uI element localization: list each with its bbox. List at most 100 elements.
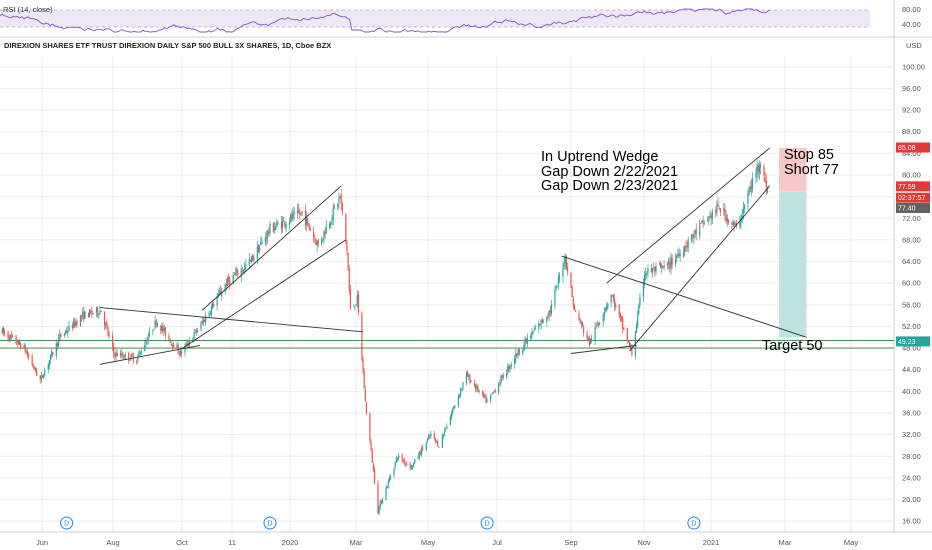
candle-body xyxy=(309,228,311,232)
candle-body xyxy=(324,232,326,235)
candle-body xyxy=(18,340,21,345)
candle-body xyxy=(638,305,640,315)
candle-body xyxy=(749,186,751,192)
candle-body xyxy=(557,277,559,285)
candle-body xyxy=(203,319,206,322)
candle-body xyxy=(185,343,187,345)
y-tick-label: 88.00 xyxy=(902,127,921,136)
candle-body xyxy=(201,322,203,323)
candle-body xyxy=(595,325,597,327)
candle-body xyxy=(364,389,366,402)
candle-body xyxy=(570,273,572,288)
price-tag-label: 85.08 xyxy=(898,145,916,152)
x-tick-label: Nov xyxy=(637,538,651,547)
candle-body xyxy=(269,223,271,233)
candle-body xyxy=(476,385,478,389)
candle-body xyxy=(684,246,686,253)
candle-body xyxy=(468,375,470,378)
candle-body xyxy=(292,213,294,219)
candle-body xyxy=(33,366,36,368)
candle-body xyxy=(759,164,762,168)
candle-body xyxy=(379,501,381,507)
candle-body xyxy=(653,267,655,269)
annotations: In Uptrend Wedge Gap Down 2/22/2021 Gap … xyxy=(541,147,839,354)
candle-body xyxy=(298,209,300,213)
candle-body xyxy=(607,303,609,308)
candle-body xyxy=(147,337,149,341)
trendline xyxy=(561,255,807,338)
price-tag-label: 77.40 xyxy=(898,205,916,212)
candle-body xyxy=(526,338,528,344)
candle-body xyxy=(98,314,100,316)
candle-body xyxy=(663,265,665,268)
candle-body xyxy=(645,273,647,276)
candle-body xyxy=(299,213,301,215)
candle-body xyxy=(97,307,99,315)
candle-body xyxy=(178,353,180,355)
x-tick-label: May xyxy=(421,538,435,547)
dividend-marker[interactable] xyxy=(263,516,277,530)
candle-body xyxy=(558,275,561,279)
rsi-tick-40: 40.00 xyxy=(902,20,921,29)
candle-body xyxy=(691,233,693,240)
candle-body xyxy=(562,268,564,277)
candle-body xyxy=(251,256,253,263)
candle-body xyxy=(583,326,585,333)
candle-body xyxy=(533,330,535,332)
candle-body xyxy=(8,337,10,341)
price-tags: 85.08 77.59 02:37:57 77.40 49.23 xyxy=(896,142,930,347)
candle-body xyxy=(708,216,710,221)
dividend-marker[interactable] xyxy=(480,516,494,530)
y-tick-label: 100.00 xyxy=(902,62,925,71)
candle-body xyxy=(353,305,355,307)
x-tick-label: Sep xyxy=(564,538,577,547)
candle-body xyxy=(433,433,435,438)
candle-body xyxy=(24,345,26,353)
candle-body xyxy=(421,447,423,455)
candle-body xyxy=(7,332,9,339)
candle-body xyxy=(406,463,408,465)
candle-body xyxy=(83,310,85,320)
candle-body xyxy=(163,328,165,331)
candle-body xyxy=(615,305,617,308)
candle-body xyxy=(296,209,299,213)
candle-body xyxy=(188,341,191,345)
position-tool[interactable] xyxy=(778,147,807,338)
candle-body xyxy=(176,345,178,348)
candle-body xyxy=(757,164,759,171)
candle-body xyxy=(764,177,766,183)
candle-body xyxy=(226,277,229,286)
x-tick-label: 11 xyxy=(228,538,236,547)
dividend-marker[interactable] xyxy=(687,516,701,530)
candle-body xyxy=(57,338,60,348)
candle-body xyxy=(170,342,172,344)
support-lines xyxy=(0,340,894,349)
candle-body xyxy=(43,376,45,379)
candle-body xyxy=(186,342,188,346)
x-tick-label: Mar xyxy=(779,538,792,547)
candle-body xyxy=(179,350,181,356)
candle-body xyxy=(40,375,42,379)
y-tick-label: 72.00 xyxy=(902,214,921,223)
candle-body xyxy=(330,222,332,225)
wedge-note-line-2: Gap Down 2/22/2021 xyxy=(541,164,678,180)
dividend-marker[interactable] xyxy=(60,516,74,530)
dividend-marker-label: D xyxy=(64,521,69,528)
candle-body xyxy=(193,331,195,338)
candle-body xyxy=(208,312,210,317)
currency-label: USD xyxy=(906,41,922,50)
candle-body xyxy=(194,330,196,332)
candle-body xyxy=(89,309,91,317)
candle-body xyxy=(177,344,179,353)
candle-body xyxy=(116,353,118,357)
candle-body xyxy=(635,325,638,333)
candle-body xyxy=(121,352,123,356)
candle-body xyxy=(306,218,308,226)
wedge-note-line-1: In Uptrend Wedge xyxy=(541,149,658,165)
candle-body xyxy=(280,222,283,229)
candle-body xyxy=(31,356,33,366)
candle-body xyxy=(377,483,379,513)
candle-body xyxy=(564,254,566,264)
y-tick-label: 80.00 xyxy=(902,171,921,180)
